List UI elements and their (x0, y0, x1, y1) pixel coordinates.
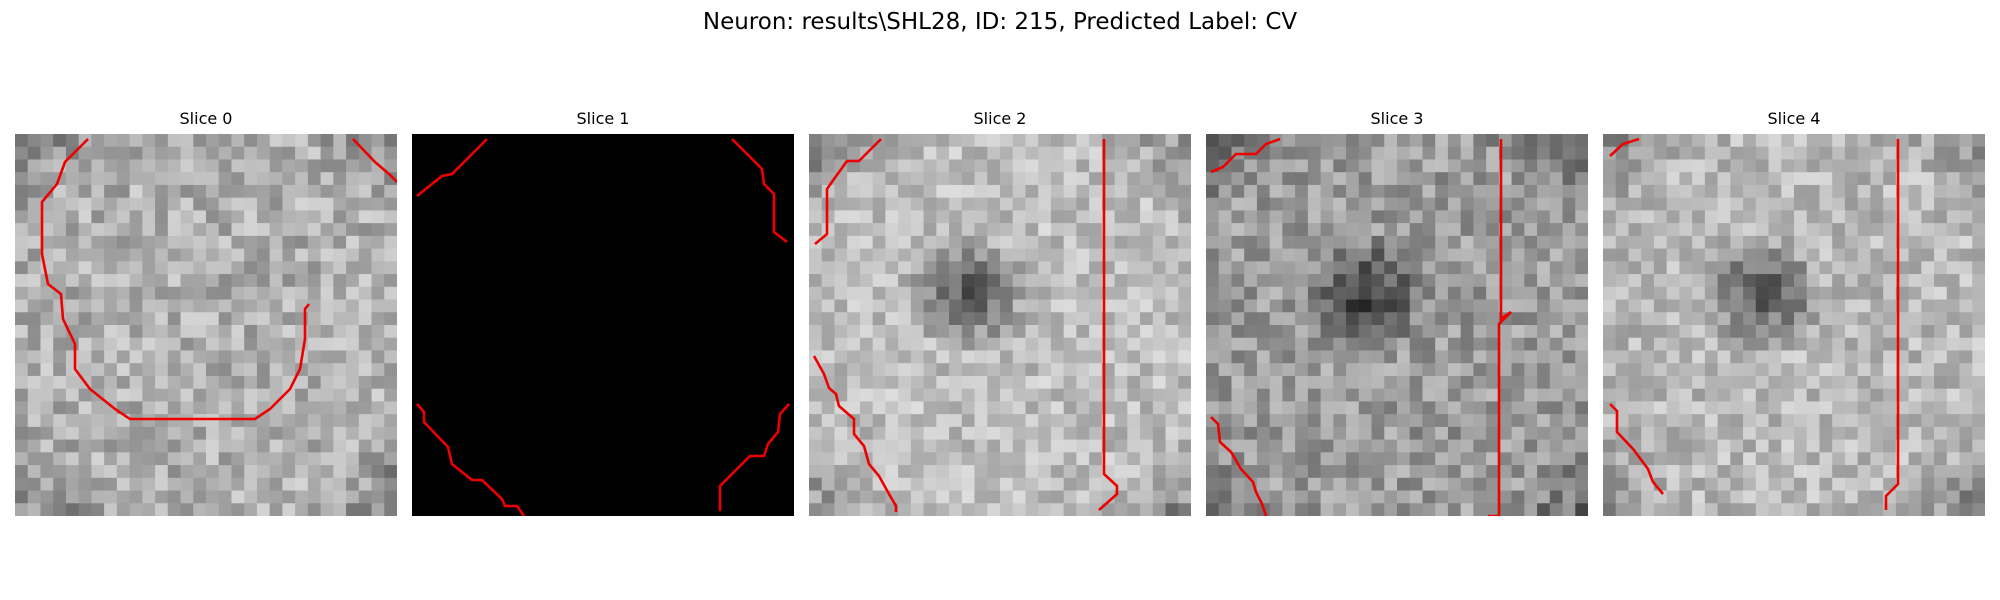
slice-4-contour (1609, 403, 1664, 495)
slice-1-title: Slice 1 (576, 109, 630, 128)
slice-0-contour (352, 138, 397, 183)
slice-3-title: Slice 3 (1370, 109, 1424, 128)
slice-2-title: Slice 2 (973, 109, 1027, 128)
slice-4-image (1603, 134, 1985, 516)
slice-2-image (809, 134, 1191, 516)
slice-3-contour (1210, 416, 1268, 516)
slice-4-title: Slice 4 (1767, 109, 1821, 128)
slice-1-contour (718, 403, 790, 511)
slice-4-contour (1884, 139, 1900, 510)
slice-1-contour (416, 138, 488, 198)
slice-1-contour (731, 138, 788, 244)
slice-3-contour (1488, 139, 1512, 516)
slice-2-contour (812, 355, 898, 512)
slice-4-contour (1609, 137, 1640, 157)
slice-1-contour (416, 403, 526, 516)
slice-1-image (412, 134, 794, 516)
slice-2-contour (1098, 139, 1119, 511)
slice-0-contour (40, 138, 311, 421)
slice-0-image (15, 134, 397, 516)
slice-3-image (1206, 134, 1588, 516)
slice-3-contour (1210, 137, 1281, 174)
figure-title: Neuron: results\SHL28, ID: 215, Predicte… (702, 9, 1298, 35)
slice-2-contour (814, 138, 882, 245)
slice-0-title: Slice 0 (179, 109, 233, 128)
